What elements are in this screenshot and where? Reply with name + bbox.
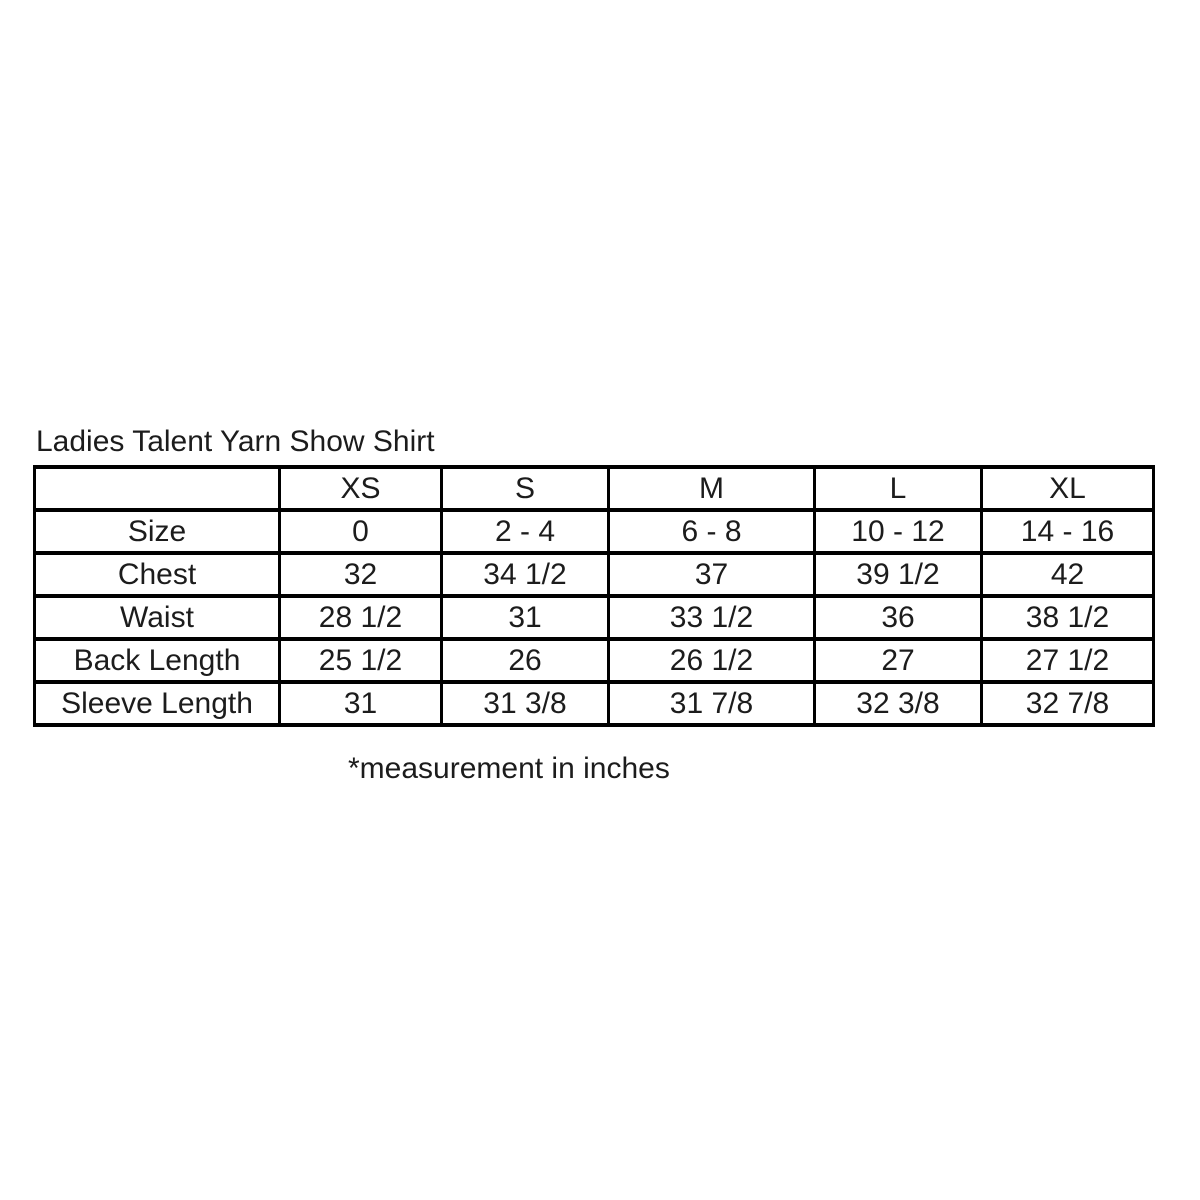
measurement-cell: 32 7/8 — [980, 680, 1155, 727]
corner-cell — [33, 465, 281, 512]
column-header-s: S — [440, 465, 610, 512]
measurement-cell: 32 3/8 — [813, 680, 983, 727]
measurement-cell: 31 — [278, 680, 443, 727]
measurement-cell: 31 7/8 — [607, 680, 816, 727]
measurement-cell: 42 — [980, 551, 1155, 598]
measurement-cell: 27 — [813, 637, 983, 684]
row-label: Size — [33, 508, 281, 555]
page-title: Ladies Talent Yarn Show Shirt — [36, 425, 435, 458]
measurement-cell: 25 1/2 — [278, 637, 443, 684]
measurement-cell: 26 1/2 — [607, 637, 816, 684]
column-header-l: L — [813, 465, 983, 512]
table-row: Back Length 25 1/2 26 26 1/2 27 27 1/2 — [33, 637, 1155, 684]
measurement-cell: 36 — [813, 594, 983, 641]
measurement-cell: 31 3/8 — [440, 680, 610, 727]
measurement-cell: 26 — [440, 637, 610, 684]
measurement-cell: 6 - 8 — [607, 508, 816, 555]
table-row: Chest 32 34 1/2 37 39 1/2 42 — [33, 551, 1155, 598]
measurement-cell: 2 - 4 — [440, 508, 610, 555]
table-row: Sleeve Length 31 31 3/8 31 7/8 32 3/8 32 7/8 — [33, 680, 1155, 727]
row-label: Chest — [33, 551, 281, 598]
row-label: Waist — [33, 594, 281, 641]
column-header-m: M — [607, 465, 816, 512]
header-row: XS S M L XL — [33, 465, 1155, 512]
measurement-cell: 10 - 12 — [813, 508, 983, 555]
table-row: Waist 28 1/2 31 33 1/2 36 38 1/2 — [33, 594, 1155, 641]
measurement-cell: 39 1/2 — [813, 551, 983, 598]
measurement-cell: 27 1/2 — [980, 637, 1155, 684]
measurement-cell: 32 — [278, 551, 443, 598]
measurement-footnote: *measurement in inches — [348, 752, 670, 785]
measurement-cell: 33 1/2 — [607, 594, 816, 641]
measurement-cell: 14 - 16 — [980, 508, 1155, 555]
column-header-xl: XL — [980, 465, 1155, 512]
measurement-cell: 28 1/2 — [278, 594, 443, 641]
row-label: Sleeve Length — [33, 680, 281, 727]
measurement-cell: 37 — [607, 551, 816, 598]
measurement-cell: 34 1/2 — [440, 551, 610, 598]
measurement-cell: 0 — [278, 508, 443, 555]
measurement-cell: 38 1/2 — [980, 594, 1155, 641]
measurement-cell: 31 — [440, 594, 610, 641]
row-label: Back Length — [33, 637, 281, 684]
column-header-xs: XS — [278, 465, 443, 512]
